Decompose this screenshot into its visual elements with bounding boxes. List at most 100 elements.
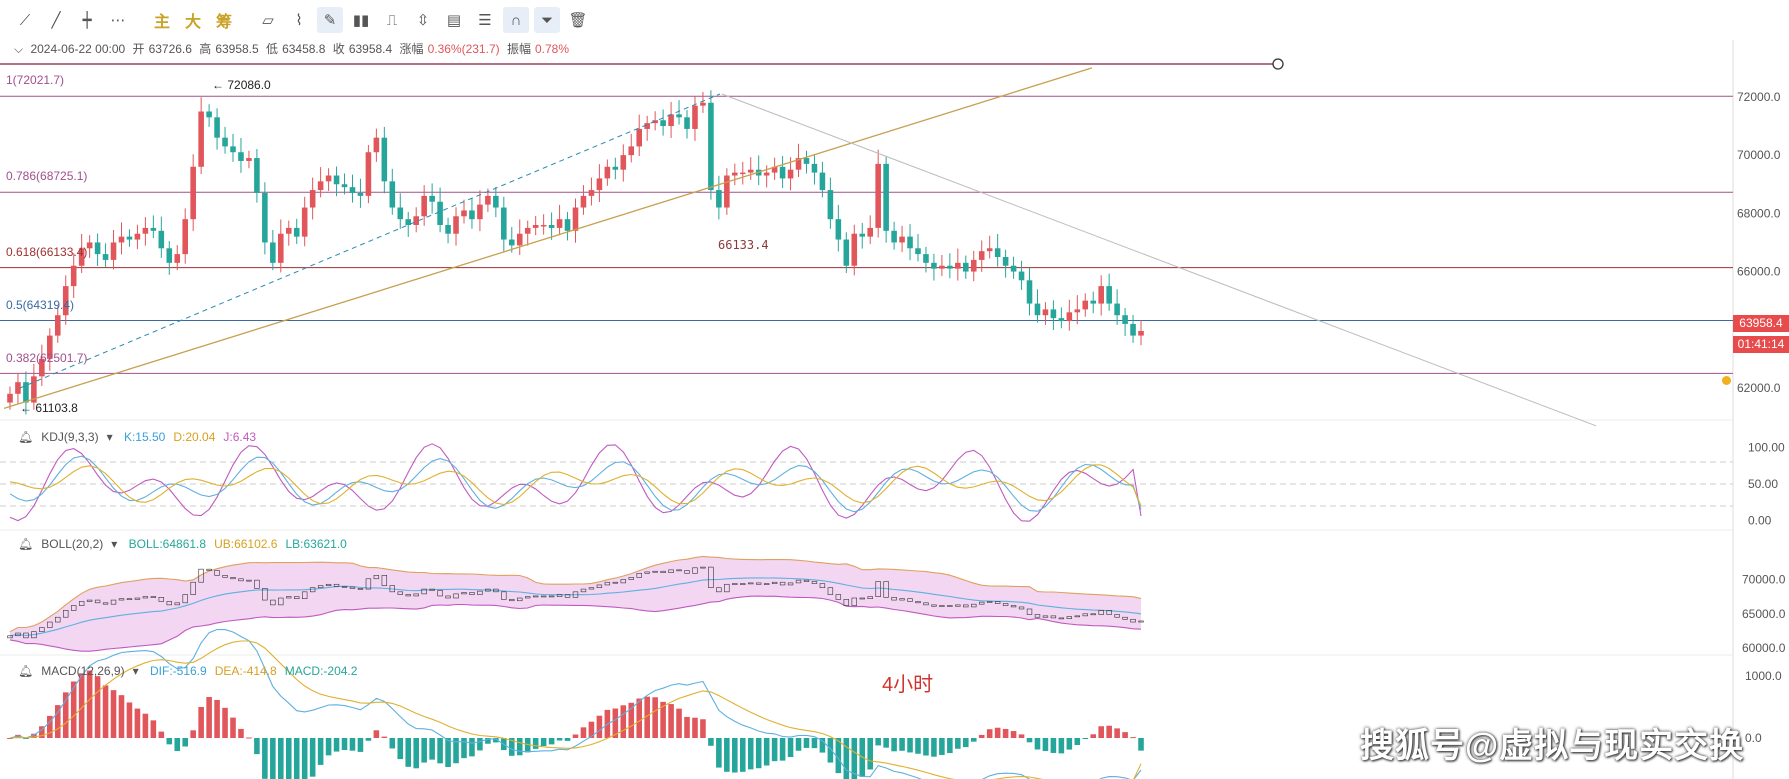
macd-histogram-bar (134, 708, 141, 738)
boll-candle (333, 583, 340, 587)
candle-body (238, 152, 244, 161)
macd-histogram-bar (1090, 734, 1097, 738)
macd-histogram-bar (1114, 728, 1120, 738)
boll-candle (819, 583, 826, 589)
macd-histogram-bar (923, 738, 929, 756)
macd-histogram-bar (86, 670, 93, 738)
candle-body (676, 114, 682, 118)
macd-histogram-bar (986, 729, 993, 738)
ruler-icon-2[interactable]: ⎍ (386, 11, 398, 29)
dropdown-icon[interactable]: ▾ (106, 430, 113, 444)
measure-icon[interactable]: ⇳ (416, 12, 430, 29)
boll-candle (55, 616, 61, 623)
candle-body (373, 137, 380, 153)
low-mark-label: ← 61103.8 (20, 401, 78, 415)
candle-body (31, 376, 37, 403)
boll-candle (477, 590, 483, 595)
boll-candle (166, 601, 172, 606)
boll-candle (31, 631, 37, 639)
shape-icon[interactable]: ▱ (262, 12, 274, 29)
magnet-icon[interactable]: ∩ (503, 7, 529, 33)
more-icon[interactable]: ⋯ (110, 12, 126, 29)
price-tick-label: 70000.0 (1737, 148, 1781, 162)
bell-icon[interactable]: 🔔︎ (18, 430, 34, 444)
boll-candle (405, 594, 411, 597)
boll-candle (787, 582, 794, 586)
calendar-icon[interactable]: ▤ (446, 12, 462, 29)
macd-histogram-bar (94, 676, 101, 738)
boll-candle (102, 602, 109, 605)
trend-line-icon[interactable]: ╱ (51, 12, 61, 29)
macd-histogram-bar (429, 738, 435, 760)
alert-dot-icon[interactable] (1722, 376, 1731, 385)
boll-candle (803, 579, 810, 582)
fib-level-05: 0.5(64319.4) (6, 298, 75, 312)
macd-histogram-bar (317, 738, 324, 765)
main-button[interactable]: 主 (153, 14, 170, 31)
boll-candle (469, 592, 475, 595)
macd-histogram-bar (1058, 738, 1065, 754)
macd-histogram-bar (246, 737, 252, 739)
macd-histogram-bar (763, 738, 770, 766)
bell-icon[interactable]: 🔔︎ (18, 664, 34, 678)
big-button[interactable]: 大 (184, 14, 201, 31)
info-amplitude: 0.78% (534, 42, 569, 56)
macd-histogram-bar (532, 738, 539, 749)
chips-button[interactable]: 筹 (215, 14, 232, 31)
candle-body (493, 195, 499, 208)
candle-body (158, 230, 165, 249)
collapse-icon[interactable]: ⌵ (14, 42, 24, 56)
trash-icon[interactable]: 🗑︎ (568, 12, 588, 29)
candle-body (747, 169, 754, 173)
macd-histogram-bar (724, 738, 730, 772)
macd-histogram-bar (469, 738, 475, 757)
candle-body (628, 146, 635, 156)
note-icon[interactable]: ☰ (478, 12, 492, 29)
cross-line-icon[interactable]: ┿ (82, 12, 92, 29)
dropdown-icon[interactable]: ▾ (111, 537, 118, 551)
macd-histogram-bar (556, 738, 563, 741)
candle-body (78, 248, 85, 266)
candle-body (955, 262, 961, 269)
macd-tick-label: 0.0 (1745, 731, 1762, 745)
candle-body (230, 146, 236, 153)
candle-body (477, 204, 483, 220)
candle-body (47, 335, 53, 359)
candle-body (556, 219, 563, 228)
tag-icon[interactable]: ⌇ (295, 12, 303, 29)
macd-histogram-bar (652, 697, 658, 738)
brush-icon[interactable]: ✎ (317, 7, 343, 33)
boll-candle (214, 570, 220, 576)
filter-icon[interactable]: ⏷ (534, 7, 560, 33)
macd-histogram-bar (899, 738, 905, 751)
boll-candle (979, 601, 985, 605)
macd-histogram-bar (636, 698, 643, 738)
candle-body (819, 172, 826, 191)
boll-candle (732, 583, 738, 585)
macd-histogram-bar (947, 738, 953, 754)
ohlc-info-bar: ⌵ 2024-06-22 00:00 开 63726.6 高 63958.5 低 63… (14, 42, 569, 56)
boll-candle (373, 575, 380, 580)
candle-body (278, 233, 284, 263)
ruler-icon[interactable]: ▮▮ (352, 12, 370, 29)
candle-body (429, 195, 435, 202)
candle-body (779, 166, 786, 179)
macd-histogram-bar (1034, 738, 1041, 750)
line-tool-icon[interactable]: ⟋ (19, 11, 31, 29)
boll-candle (309, 587, 316, 593)
boll-candle (1058, 617, 1065, 620)
dropdown-icon[interactable]: ▾ (132, 664, 139, 678)
macd-histogram-bar (548, 738, 555, 745)
macd-histogram-bar (413, 738, 419, 769)
period-annotation: 4小时 (882, 674, 934, 696)
boll-candle (421, 588, 427, 595)
fib-level-0618: 0.618(66133.4) (6, 245, 88, 259)
bell-icon[interactable]: 🔔︎ (18, 537, 34, 551)
candle-body (668, 114, 674, 127)
candle-body (421, 195, 427, 217)
macd-histogram-bar (341, 738, 348, 751)
candle-body (1002, 257, 1009, 266)
macd-histogram-bar (684, 716, 690, 738)
macd-histogram-bar (1138, 738, 1144, 751)
